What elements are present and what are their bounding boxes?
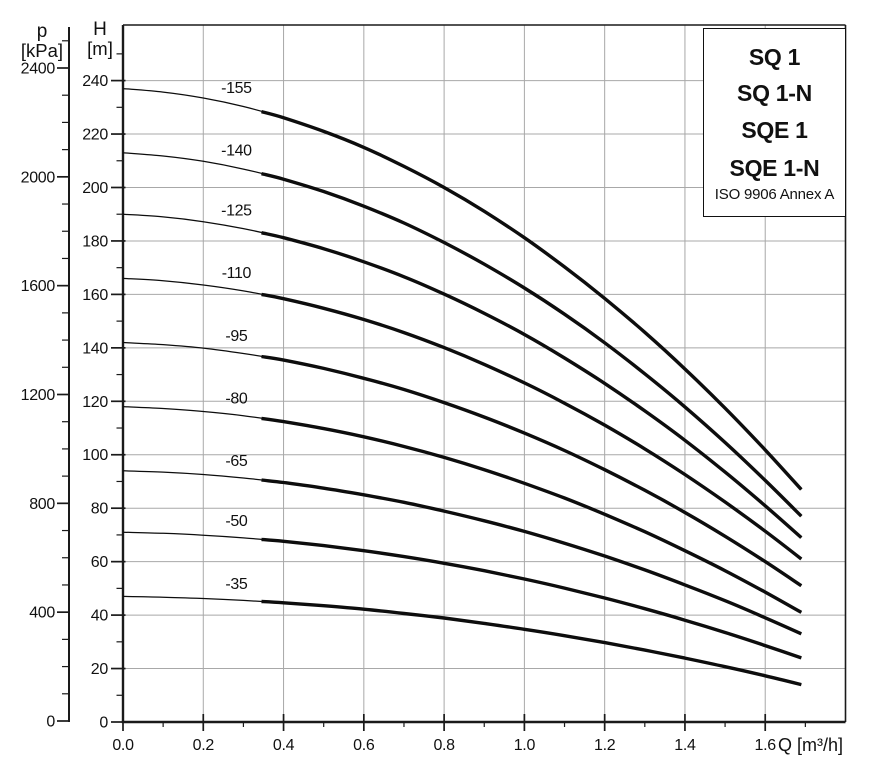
pump-curve-duty-range-110 [261,292,803,561]
pump-curve-duty-range-65 [261,478,802,636]
pressure-axis-symbol: p [36,21,48,42]
head-tick-label: 0 [99,715,108,732]
head-axis-unit: [m] [87,38,113,59]
curve-label-65: -65 [225,453,247,470]
flow-tick-label: 0.2 [193,737,215,754]
head-axis-symbol: H [93,19,107,40]
curve-labels: -155 -140 -125 -110 -95 -80 -65 -50 -35 [221,80,252,593]
pressure-tick-label: 0 [46,714,55,731]
flow-tick-label: 1.6 [755,737,777,754]
head-tick-label: 160 [82,287,108,304]
curve-label-155: -155 [221,80,252,97]
flow-axis-ticks: 0.0 0.2 0.4 0.6 0.8 1.0 1.2 1.4 1.6 [112,714,806,754]
pressure-tick-label: 2400 [21,60,56,77]
curve-label-110: -110 [222,265,252,282]
head-axis-title: H [m] [79,20,121,58]
flow-tick-label: 1.2 [594,737,616,754]
pump-curve-duty-range-125 [261,231,803,539]
flow-tick-label: 0.8 [433,737,455,754]
head-tick-label: 80 [91,501,109,518]
pump-curve-thin-50 [122,531,802,659]
pressure-axis-ticks: 0 400 800 1200 1600 2000 2400 [21,40,70,731]
flow-tick-label: 1.0 [514,737,536,754]
pressure-tick-label: 800 [29,496,55,513]
pressure-tick-label: 2000 [21,169,56,186]
pump-curve-thin-125 [122,213,802,539]
pump-curve-thin-65 [122,470,802,635]
flow-tick-label: 1.4 [674,737,696,754]
curve-label-95: -95 [225,328,247,345]
legend-box: SQ 1 SQ 1-N SQE 1 SQE 1-N ISO 9906 Annex… [703,28,846,217]
pump-curve-duty-range-80 [261,416,803,614]
curve-label-35: -35 [225,576,247,593]
pump-curve-duty-range-140 [261,171,803,518]
flow-axis-unit-label: Q [m³/h] [778,735,844,755]
head-tick-label: 200 [82,180,108,197]
flow-tick-label: 0.4 [273,737,295,754]
head-tick-label: 100 [82,447,108,464]
pump-curve-duty-range-35 [261,599,802,687]
pressure-axis-unit: [kPa] [20,40,64,61]
flow-tick-label: 0.0 [112,737,134,754]
curve-label-125: -125 [221,203,252,220]
flow-tick-label: 0.6 [353,737,375,754]
pressure-axis-title: p [kPa] [18,22,66,60]
curve-label-80: -80 [225,390,247,407]
pump-curve-thin-35 [122,595,802,686]
head-axis-ticks: 0 20 40 60 80 100 120 140 160 180 200 220 240 [82,53,126,732]
head-tick-label: 20 [91,661,109,678]
head-tick-label: 40 [91,608,109,625]
pressure-tick-label: 400 [29,605,55,622]
head-tick-label: 180 [82,233,108,250]
head-tick-label: 120 [82,394,108,411]
pressure-tick-label: 1600 [21,278,56,295]
pump-curves [122,87,803,687]
pump-curve-duty-range-50 [261,537,802,660]
legend-standard-note: ISO 9906 Annex A [714,186,835,203]
pump-curve-duty-range-155 [261,109,803,491]
head-tick-label: 60 [91,554,109,571]
legend-entry-sqe1n: SQE 1-N [729,155,820,181]
head-tick-label: 220 [82,127,108,144]
curve-label-140: -140 [221,143,252,160]
legend-entry-sqe1: SQE 1 [741,117,808,143]
legend-entry-sq1: SQ 1 [748,44,801,70]
gridlines [123,25,846,722]
pressure-tick-label: 1200 [21,387,56,404]
pump-curve-duty-range-95 [261,354,803,588]
legend-entry-sq1n: SQ 1-N [737,80,812,106]
curve-label-50: -50 [225,513,247,530]
head-tick-label: 140 [82,340,108,357]
head-tick-label: 240 [82,73,108,90]
